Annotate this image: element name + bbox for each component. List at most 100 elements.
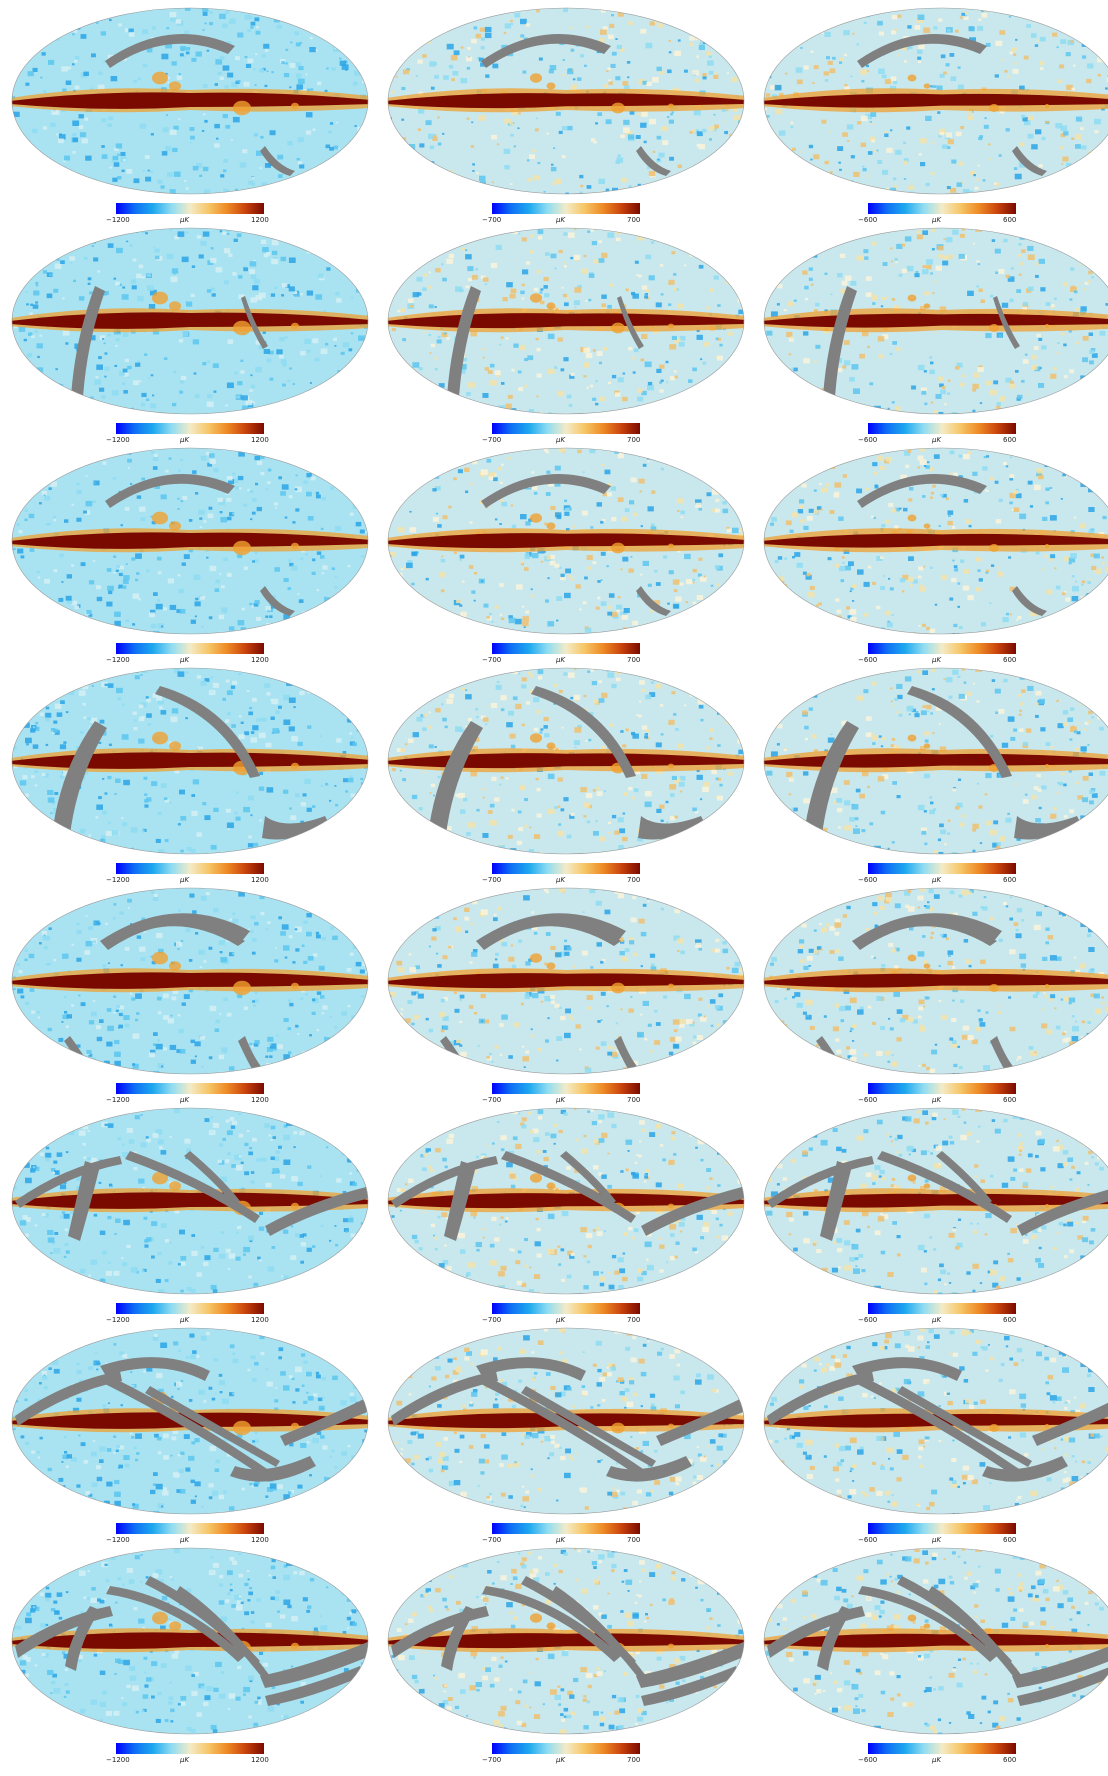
- noise-speck: [27, 251, 35, 257]
- noise-speck: [590, 384, 594, 388]
- noise-speck: [353, 583, 360, 589]
- noise-speck: [345, 249, 352, 254]
- noise-speck: [120, 152, 126, 157]
- noise-speck: [516, 840, 523, 845]
- noise-speck: [81, 138, 88, 144]
- noise-speck: [528, 671, 532, 675]
- noise-speck: [1070, 240, 1076, 245]
- noise-speck: [338, 837, 341, 840]
- noise-speck: [89, 396, 94, 400]
- noise-speck: [400, 10, 408, 16]
- noise-speck: [266, 70, 269, 72]
- noise-speck: [531, 471, 535, 474]
- noise-speck: [973, 242, 976, 245]
- noise-speck: [53, 288, 59, 293]
- noise-speck: [114, 448, 121, 454]
- noise-speck: [692, 807, 697, 812]
- noise-speck: [1031, 229, 1037, 234]
- noise-speck: [942, 255, 949, 260]
- noise-speck: [641, 333, 648, 339]
- noise-speck: [351, 678, 357, 682]
- noise-speck: [1005, 128, 1010, 132]
- noise-speck: [412, 169, 418, 174]
- noise-speck: [504, 23, 512, 29]
- noise-speck: [566, 834, 572, 839]
- noise-speck: [337, 624, 344, 629]
- noise-speck: [551, 163, 554, 166]
- noise-speck: [243, 81, 250, 87]
- noise-speck: [1100, 266, 1107, 271]
- noise-speck: [704, 166, 709, 170]
- noise-speck: [226, 41, 232, 46]
- noise-speck: [988, 143, 991, 146]
- emission-knot: [291, 322, 299, 330]
- noise-speck: [1027, 480, 1033, 485]
- noise-speck: [938, 525, 941, 527]
- noise-speck: [1016, 619, 1019, 621]
- noise-speck: [444, 725, 448, 729]
- noise-speck: [65, 342, 69, 345]
- noise-speck: [1090, 348, 1096, 352]
- noise-speck: [274, 567, 280, 572]
- noise-speck: [356, 624, 361, 627]
- noise-speck: [179, 608, 186, 614]
- noise-speck: [1051, 237, 1059, 243]
- noise-speck: [1020, 191, 1027, 194]
- noise-speck: [361, 692, 365, 696]
- noise-speck: [319, 238, 322, 240]
- noise-speck: [366, 189, 368, 194]
- noise-speck: [884, 131, 888, 134]
- noise-speck: [118, 23, 122, 27]
- noise-speck: [434, 356, 438, 360]
- noise-speck: [325, 144, 331, 149]
- noise-speck: [292, 521, 296, 524]
- noise-speck: [1094, 468, 1100, 473]
- noise-speck: [844, 14, 848, 17]
- noise-speck: [166, 253, 174, 260]
- noise-speck: [958, 454, 963, 458]
- noise-speck: [268, 194, 274, 196]
- noise-speck: [524, 567, 529, 571]
- noise-speck: [508, 615, 513, 619]
- noise-speck: [765, 145, 770, 149]
- noise-speck: [336, 298, 342, 303]
- noise-speck: [650, 609, 654, 613]
- noise-speck: [639, 680, 645, 685]
- noise-speck: [652, 77, 659, 83]
- noise-speck: [23, 722, 30, 728]
- mollweide-sky-map: [387, 227, 745, 415]
- noise-speck: [216, 137, 219, 140]
- emission-knot: [169, 521, 181, 531]
- noise-speck: [837, 367, 843, 373]
- noise-speck: [84, 117, 89, 121]
- noise-speck: [435, 708, 441, 713]
- noise-speck: [37, 173, 41, 176]
- noise-speck: [275, 710, 280, 715]
- noise-speck: [12, 77, 16, 81]
- noise-speck: [598, 258, 605, 263]
- noise-speck: [54, 792, 59, 795]
- noise-speck: [841, 183, 844, 186]
- noise-speck: [562, 293, 567, 298]
- noise-speck: [620, 134, 625, 138]
- noise-speck: [711, 242, 715, 246]
- noise-speck: [332, 672, 335, 675]
- noise-speck: [1009, 298, 1014, 303]
- noise-speck: [289, 367, 292, 370]
- noise-speck: [137, 412, 142, 414]
- noise-speck: [674, 815, 678, 819]
- noise-speck: [65, 595, 72, 601]
- noise-speck: [742, 806, 744, 810]
- noise-speck: [442, 277, 447, 282]
- noise-speck: [867, 151, 873, 155]
- noise-speck: [45, 712, 52, 718]
- noise-speck: [800, 47, 803, 49]
- noise-speck: [625, 728, 629, 732]
- noise-speck: [1065, 597, 1071, 602]
- noise-speck: [636, 714, 639, 716]
- noise-speck: [607, 483, 613, 488]
- noise-speck: [101, 232, 106, 236]
- noise-speck: [507, 853, 514, 854]
- noise-speck: [453, 189, 457, 192]
- noise-speck: [185, 51, 190, 55]
